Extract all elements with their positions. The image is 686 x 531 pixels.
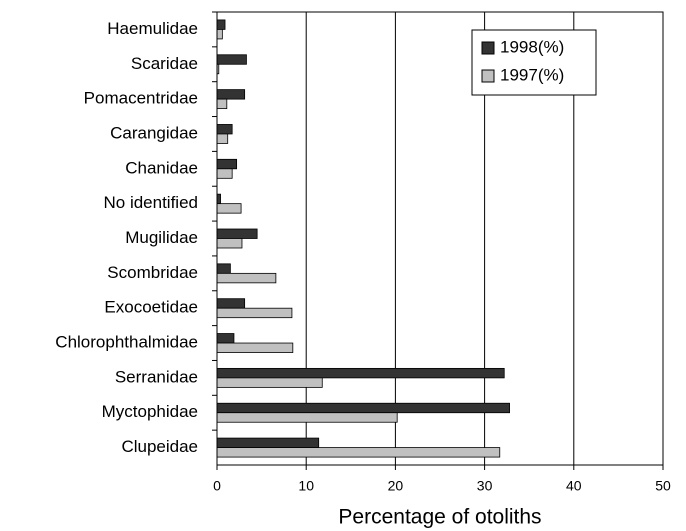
bar: [216, 437, 320, 448]
bar: [216, 29, 223, 40]
bar: [216, 272, 277, 284]
x-tick-label: 40: [566, 478, 582, 494]
bar: [216, 133, 229, 144]
bar: [216, 89, 246, 100]
bar: [216, 203, 242, 214]
x-tick-label: 0: [213, 478, 221, 494]
y-tick-label: Haemulidae: [107, 19, 198, 38]
bar: [216, 98, 228, 110]
bar: [216, 367, 505, 379]
y-tick-label: Chlorophthalmidae: [55, 333, 198, 352]
bar: [216, 168, 233, 179]
bar: [216, 238, 243, 249]
legend-swatch: [481, 69, 495, 83]
y-tick-label: Serranidae: [115, 367, 198, 386]
bar: [216, 307, 293, 319]
y-tick-label: Chanidae: [125, 158, 198, 177]
bar: [216, 333, 235, 344]
y-tick-label: Pomacentridae: [84, 89, 198, 108]
bar: [216, 19, 226, 30]
y-tick-label: Clupeidae: [121, 437, 198, 456]
bar: [216, 193, 221, 205]
x-tick-label: 30: [477, 478, 493, 494]
legend-box: [471, 29, 597, 96]
plot-frame: [216, 11, 664, 466]
y-tick-label: Scaridae: [131, 54, 198, 73]
bar: [216, 447, 501, 458]
x-tick-label: 10: [298, 478, 314, 494]
bar: [216, 377, 323, 388]
bar: [216, 412, 398, 423]
x-tick-label: 20: [388, 478, 404, 494]
bar: [216, 402, 510, 414]
y-tick-label: Carangidae: [110, 123, 198, 142]
y-tick-label: Mugilidae: [125, 228, 198, 247]
x-tick-label: 50: [655, 478, 671, 494]
y-tick-label: Myctophidae: [102, 402, 198, 421]
bar: [216, 54, 247, 65]
y-tick-label: Scombridae: [107, 263, 198, 282]
legend-swatch: [481, 41, 495, 55]
bar: [216, 124, 233, 135]
y-tick-label: Exocoetidae: [104, 298, 198, 317]
bar: [216, 228, 258, 239]
bar: [216, 158, 238, 170]
legend-label: 1997(%): [500, 65, 564, 84]
legend-label: 1998(%): [500, 37, 564, 56]
bar: [216, 342, 294, 353]
bar: [216, 298, 246, 309]
y-tick-label: No identified: [103, 193, 198, 212]
bar: [216, 263, 231, 274]
x-axis-title: Percentage of otoliths: [338, 506, 541, 529]
